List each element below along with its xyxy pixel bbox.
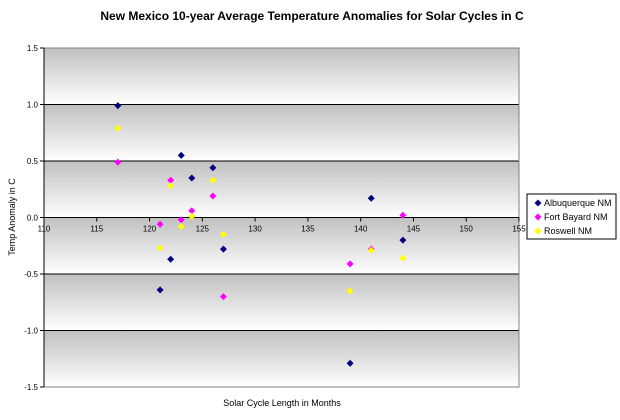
point-fort-bayard-nm <box>346 260 354 268</box>
x-tick-label: 130 <box>248 225 262 234</box>
legend-marker-fort-bayard <box>534 213 542 221</box>
point-albuquerque-nm <box>209 164 217 172</box>
x-tick-label: 155 <box>512 225 526 234</box>
point-roswell-nm <box>156 244 164 252</box>
point-fort-bayard-nm <box>167 176 175 184</box>
legend-label-fort-bayard: Fort Bayard NM <box>544 212 608 222</box>
y-tick-label: -1.0 <box>24 327 38 336</box>
legend-marker-roswell <box>534 227 542 235</box>
plot-band <box>44 104 519 161</box>
y-axis-title: Temp Anomaly in C <box>7 178 17 256</box>
y-tick-label: 1.0 <box>27 101 39 110</box>
legend-marker-albuquerque <box>534 199 542 207</box>
point-fort-bayard-nm <box>209 192 217 200</box>
plot-band <box>44 48 519 105</box>
plot-band <box>44 274 519 331</box>
plot-band <box>44 330 519 387</box>
point-albuquerque-nm <box>219 245 227 253</box>
point-roswell-nm <box>399 254 407 262</box>
point-albuquerque-nm <box>188 174 196 182</box>
legend-label-albuquerque: Albuquerque NM <box>544 198 612 208</box>
point-roswell-nm <box>346 287 354 295</box>
point-fort-bayard-nm <box>188 207 196 215</box>
point-fort-bayard-nm <box>114 158 122 166</box>
x-tick-label: 110 <box>38 225 51 234</box>
point-fort-bayard-nm <box>156 220 164 228</box>
x-axis-ticks: 110 115 120 125 130 135 140 145 150 155 <box>38 217 526 234</box>
x-tick-label: 140 <box>354 225 368 234</box>
x-axis-title: Solar Cycle Length in Months <box>223 398 341 408</box>
point-roswell-nm <box>167 182 175 190</box>
x-tick-label: 120 <box>143 225 157 234</box>
point-roswell-nm <box>188 212 196 220</box>
point-albuquerque-nm <box>167 255 175 263</box>
legend: Albuquerque NM Fort Bayard NM Roswell NM <box>526 193 617 240</box>
point-fort-bayard-nm <box>399 211 407 219</box>
y-axis-ticks: 1.5 1.0 0.5 0.0 -0.5 -1.0 -1.5 <box>24 44 44 392</box>
point-albuquerque-nm <box>399 236 407 244</box>
x-tick-label: 125 <box>196 225 210 234</box>
y-tick-label: -0.5 <box>24 270 38 279</box>
point-albuquerque-nm <box>177 151 185 159</box>
x-tick-label: 145 <box>407 225 421 234</box>
point-albuquerque-nm <box>156 286 164 294</box>
point-roswell-nm <box>219 230 227 238</box>
x-tick-label: 115 <box>90 225 103 234</box>
y-tick-label: -1.5 <box>24 383 38 392</box>
y-tick-label: 0.5 <box>27 157 39 166</box>
plot-band <box>44 217 519 274</box>
point-albuquerque-nm <box>346 359 354 367</box>
point-fort-bayard-nm <box>177 216 185 224</box>
point-roswell-nm <box>367 246 375 254</box>
plot-band <box>44 161 519 218</box>
x-tick-label: 150 <box>460 225 474 234</box>
x-tick-label: 135 <box>301 225 315 234</box>
legend-label-roswell: Roswell NM <box>544 226 592 236</box>
point-roswell-nm <box>114 124 122 132</box>
plot-area <box>44 48 519 387</box>
point-fort-bayard-nm <box>219 293 227 301</box>
point-albuquerque-nm <box>114 102 122 110</box>
point-roswell-nm <box>177 223 185 231</box>
point-roswell-nm <box>209 176 217 184</box>
chart-title: New Mexico 10-year Average Temperature A… <box>100 9 524 23</box>
data-points <box>114 102 407 367</box>
y-tick-label: 1.5 <box>27 44 39 53</box>
legend-box <box>526 193 617 240</box>
y-tick-label: 0.0 <box>27 214 39 223</box>
point-albuquerque-nm <box>367 194 375 202</box>
